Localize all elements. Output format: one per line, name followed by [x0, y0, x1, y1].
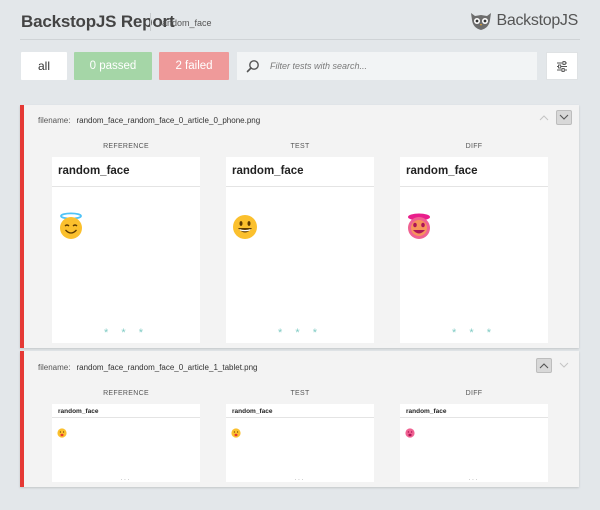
test-suite-name: random_face [159, 18, 212, 28]
search-icon [246, 60, 259, 73]
thumb-title: random_face [58, 165, 130, 177]
test-result-card: filename: random_face_random_face_0_artic… [20, 351, 579, 487]
backstop-logo: BackstopJS [469, 11, 579, 31]
filename-row: filename: random_face_random_face_0_artic… [38, 116, 260, 125]
test-image[interactable]: random_face ... [226, 404, 374, 482]
column-label-diff: DIFF [465, 143, 483, 150]
chevron-up-icon [539, 115, 549, 121]
header-rule [20, 39, 580, 40]
filename-value: random_face_random_face_0_article_0_phon… [76, 116, 261, 125]
thumb-divider [400, 417, 548, 418]
column-label-test: TEST [290, 143, 310, 150]
owl-logo-icon [470, 13, 491, 30]
thumb-divider [226, 186, 374, 187]
expand-button[interactable] [556, 110, 572, 125]
filename-label: filename: [38, 116, 71, 125]
thumb-divider [52, 417, 200, 418]
column-label-reference: REFERENCE [103, 143, 149, 150]
thumb-title: random_face [58, 408, 99, 415]
filter-failed-button[interactable]: 2 failed [159, 52, 229, 80]
tongue-face-icon [57, 428, 67, 438]
chevron-down-icon [559, 114, 569, 120]
diff-face-icon [405, 428, 415, 438]
grin-face-icon [233, 215, 257, 239]
chevron-down-icon [559, 362, 569, 368]
thumb-divider [226, 417, 374, 418]
thumb-title: random_face [406, 408, 447, 415]
reference-image[interactable]: random_face * * * [52, 157, 200, 343]
thumb-dots: * * * [104, 327, 148, 339]
column-label-test: TEST [290, 390, 310, 397]
header-divider [150, 13, 151, 31]
filter-all-button[interactable]: all [21, 52, 67, 80]
reference-image[interactable]: random_face ... [52, 404, 200, 482]
thumb-title: random_face [232, 165, 304, 177]
settings-button[interactable] [546, 52, 578, 80]
diff-face-icon [408, 213, 430, 239]
logo-text: BackstopJS [496, 12, 579, 29]
report-header: BackstopJS Report random_face BackstopJS [0, 0, 600, 42]
thumb-divider [52, 186, 200, 187]
chevron-up-icon [539, 363, 549, 369]
thumb-dots: * * * [278, 327, 322, 339]
thumb-dots: ... [120, 476, 132, 482]
halo-smile-face-icon [60, 212, 82, 239]
search-box [237, 52, 537, 80]
expand-button[interactable] [556, 358, 572, 373]
collapse-button[interactable] [536, 358, 552, 373]
thumb-dots: ... [294, 476, 306, 482]
filter-passed-button[interactable]: 0 passed [74, 52, 152, 80]
tongue-face-icon [231, 428, 241, 438]
filename-row: filename: random_face_random_face_0_artic… [38, 363, 257, 372]
filename-value: random_face_random_face_0_article_1_tabl… [76, 363, 258, 372]
column-label-reference: REFERENCE [103, 390, 149, 397]
sliders-icon [557, 60, 567, 72]
report-title: BackstopJS Report [21, 12, 175, 31]
search-input[interactable] [270, 61, 520, 71]
column-label-diff: DIFF [465, 390, 483, 397]
thumb-title: random_face [232, 408, 273, 415]
thumb-divider [400, 186, 548, 187]
filename-label: filename: [38, 363, 71, 372]
thumb-title: random_face [406, 165, 478, 177]
thumb-dots: ... [468, 476, 480, 482]
collapse-button[interactable] [536, 110, 552, 125]
thumb-dots: * * * [452, 327, 496, 339]
filter-toolbar: all 0 passed 2 failed [0, 52, 600, 80]
diff-image[interactable]: random_face ... [400, 404, 548, 482]
diff-image[interactable]: random_face * * * [400, 157, 548, 343]
test-result-card: filename: random_face_random_face_0_artic… [20, 105, 579, 348]
test-image[interactable]: random_face * * * [226, 157, 374, 343]
